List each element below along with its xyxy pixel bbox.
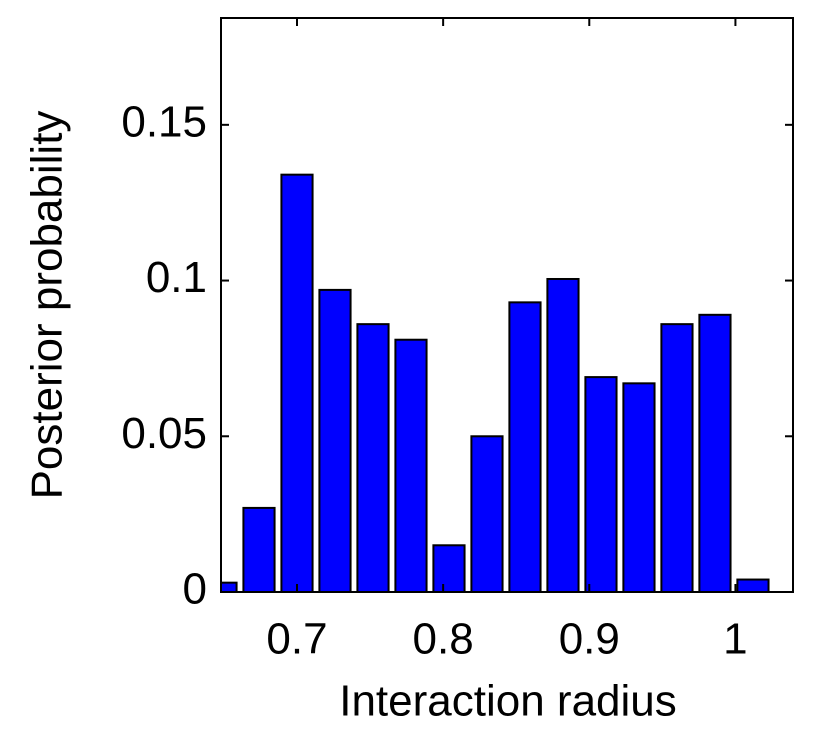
bar: [660, 323, 694, 592]
bar: [736, 578, 770, 592]
bar: [546, 277, 580, 592]
axes-box: [220, 17, 794, 593]
bar: [470, 435, 504, 592]
x-axis-label: Interaction radius: [339, 677, 677, 726]
y-tick-label: 0.1: [146, 253, 207, 302]
bar: [584, 376, 618, 592]
x-tick-label: 0.8: [413, 615, 474, 664]
bar: [318, 288, 352, 592]
bar: [394, 338, 428, 592]
bar: [221, 581, 238, 592]
x-tick-label: 0.7: [266, 615, 327, 664]
bar: [622, 382, 656, 592]
y-tick-label: 0.15: [121, 97, 207, 146]
x-tick-label: 1: [723, 615, 747, 664]
bar: [432, 544, 466, 592]
bar: [508, 301, 542, 592]
bar: [280, 173, 314, 592]
bar: [356, 323, 390, 592]
bars: [221, 173, 770, 592]
y-axis-label: Posterior probability: [23, 111, 72, 500]
bar: [698, 313, 732, 592]
y-tick-label: 0: [183, 565, 207, 614]
y-tick-label: 0.05: [121, 409, 207, 458]
x-tick-label: 0.9: [559, 615, 620, 664]
bar: [242, 506, 276, 592]
